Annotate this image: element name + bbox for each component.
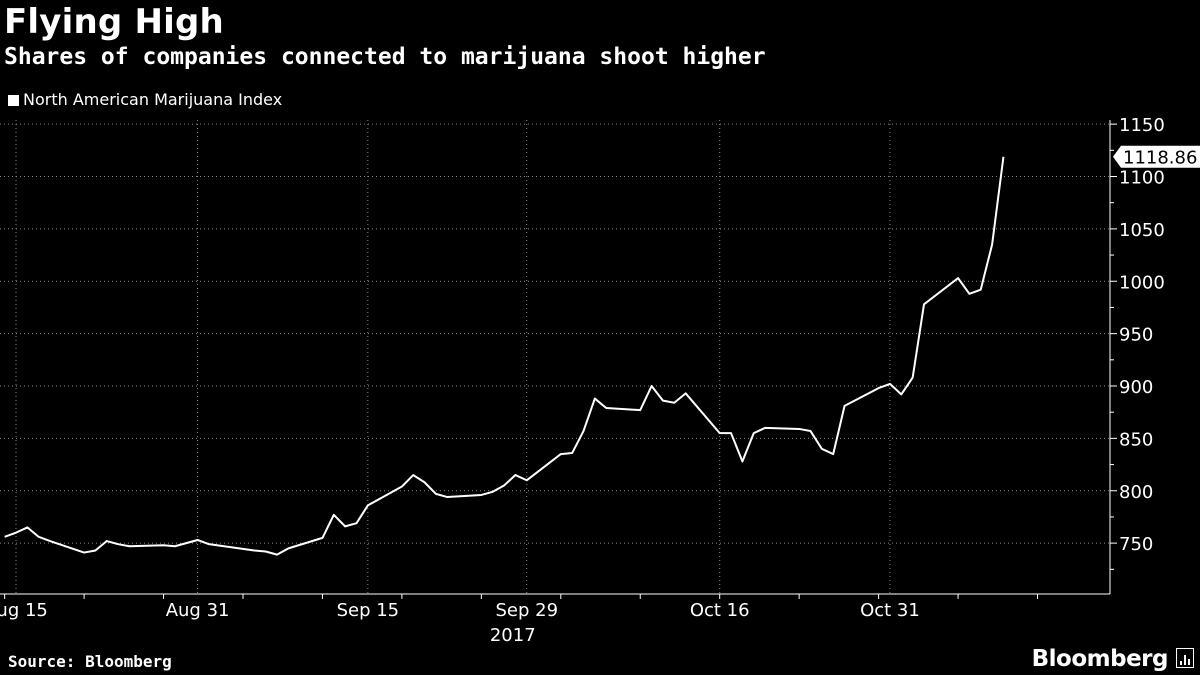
legend-label: North American Marijuana Index bbox=[23, 90, 283, 109]
y-tick-label: 1000 bbox=[1119, 272, 1165, 293]
y-tick-label: 1100 bbox=[1119, 168, 1165, 189]
brand-logo-text: Bloomberg bbox=[1031, 646, 1169, 672]
y-tick-label: 850 bbox=[1119, 429, 1153, 450]
last-value-callout: 1118.86 bbox=[1113, 145, 1200, 169]
y-tick-label: 900 bbox=[1119, 377, 1153, 398]
grid-lines bbox=[0, 120, 1110, 594]
chart-subtitle: Shares of companies connected to marijua… bbox=[4, 44, 766, 70]
y-tick-label: 750 bbox=[1119, 534, 1153, 555]
axis-labels: 750 800 850 900 950 1000 1050 1100 1150 Aug 15 Aug… bbox=[0, 115, 1200, 646]
x-tick-label: Aug 15 bbox=[0, 600, 48, 621]
bloomberg-chart-icon bbox=[1176, 648, 1194, 668]
last-value-label: 1118.86 bbox=[1123, 148, 1197, 169]
y-tick-label: 950 bbox=[1119, 325, 1153, 346]
axes bbox=[0, 120, 1117, 599]
legend: North American Marijuana Index bbox=[8, 90, 282, 109]
legend-swatch bbox=[8, 95, 19, 106]
y-tick-label: 800 bbox=[1119, 482, 1153, 503]
chart-title: Flying High bbox=[4, 2, 224, 42]
y-tick-label: 1150 bbox=[1119, 115, 1165, 136]
series-lines bbox=[4, 156, 1005, 556]
x-year-label: 2017 bbox=[490, 625, 536, 646]
source-note: Source: Bloomberg bbox=[8, 652, 172, 671]
last-value-marker bbox=[1113, 145, 1200, 168]
series-line bbox=[4, 156, 1005, 556]
x-tick-label: Sep 29 bbox=[495, 600, 558, 621]
x-tick-label: Sep 15 bbox=[337, 600, 400, 621]
x-tick-label: Oct 16 bbox=[690, 600, 750, 621]
x-tick-label: Aug 31 bbox=[166, 600, 230, 621]
y-tick-label: 1050 bbox=[1119, 220, 1165, 241]
x-tick-label: Oct 31 bbox=[860, 600, 920, 621]
